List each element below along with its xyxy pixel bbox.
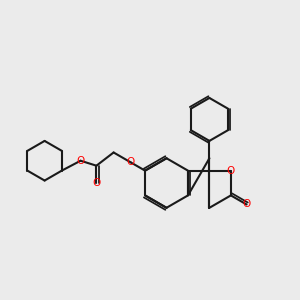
Text: O: O <box>92 178 101 188</box>
Text: O: O <box>127 158 135 167</box>
Text: O: O <box>242 200 251 209</box>
Text: O: O <box>227 166 235 176</box>
Text: O: O <box>76 156 85 166</box>
